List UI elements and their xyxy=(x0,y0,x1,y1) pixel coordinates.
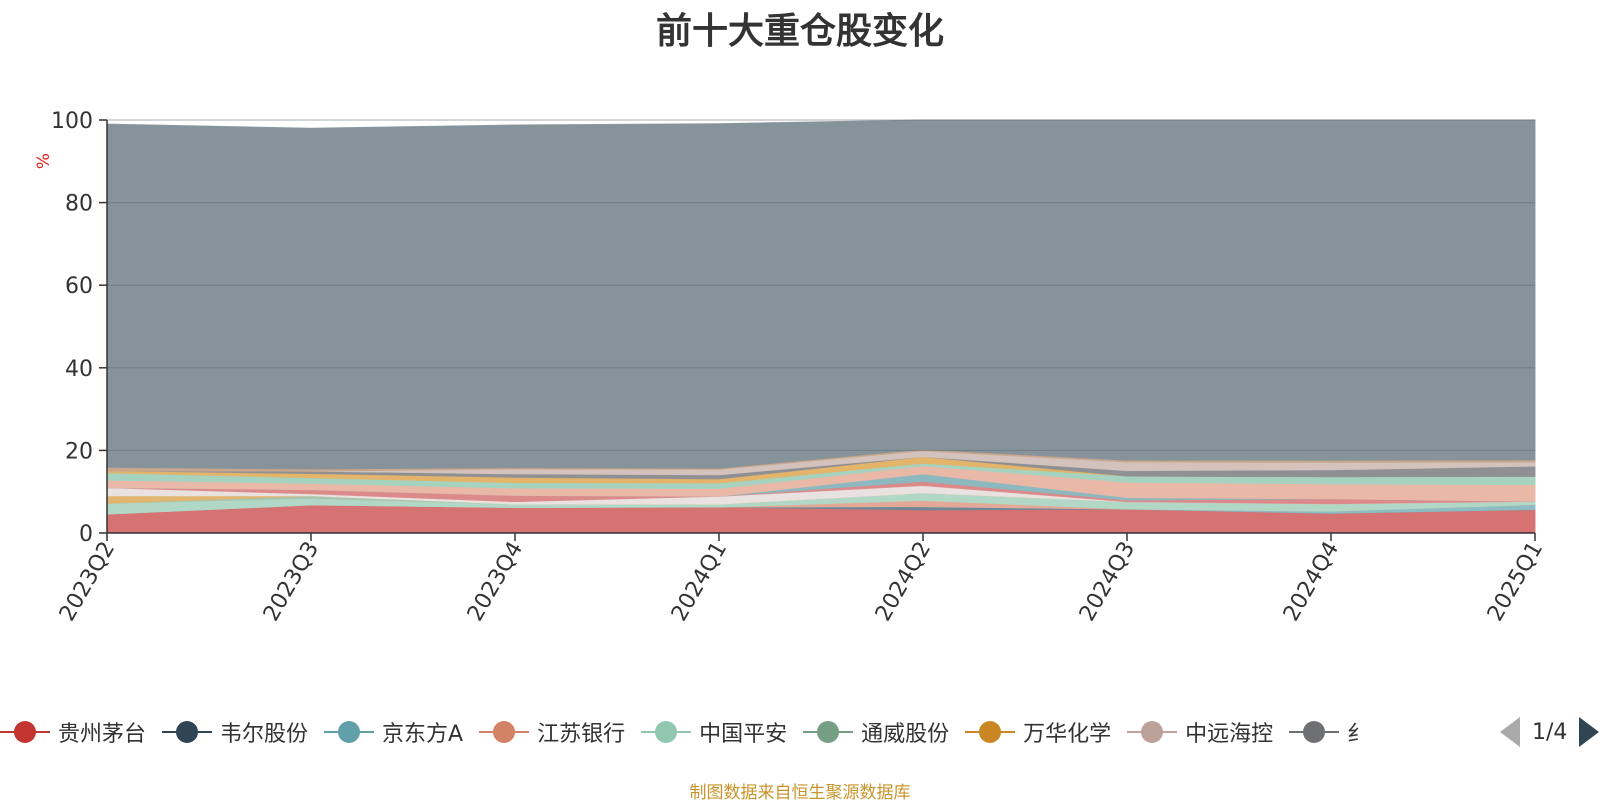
legend-marker-icon xyxy=(1289,719,1340,745)
y-tick-label: 20 xyxy=(65,439,93,464)
y-tick-label: 80 xyxy=(65,192,93,217)
legend-item[interactable]: 江苏银行 xyxy=(479,716,625,748)
legend-marker-icon xyxy=(162,719,213,745)
legend-marker-icon xyxy=(479,719,530,745)
legend-next-page-icon[interactable] xyxy=(1579,717,1600,747)
chart-title: 前十大重仓股变化 xyxy=(655,11,944,52)
legend-row: 贵州茅台 韦尔股份 京东方A 江苏银行 中国平安 通威股份 万华化学 中远海控 纟 xyxy=(0,712,1480,752)
legend-label: 江苏银行 xyxy=(537,722,626,747)
legend-label: 万华化学 xyxy=(1023,722,1112,747)
area-series-17 xyxy=(106,119,1536,470)
legend-label: 贵州茅台 xyxy=(58,722,147,747)
legend-item[interactable]: 京东方A xyxy=(324,716,463,748)
legend-item[interactable]: 中远海控 xyxy=(1127,716,1273,748)
legend-item[interactable]: 万华化学 xyxy=(965,716,1111,748)
legend-label: 中远海控 xyxy=(1185,722,1274,747)
x-tick-label: 2024Q3 xyxy=(1075,538,1140,626)
y-tick-label: 40 xyxy=(65,357,93,382)
legend-marker-icon xyxy=(0,719,50,745)
area-layer xyxy=(106,119,1536,534)
y-axis-unit-label: % xyxy=(34,153,54,169)
legend-label: 京东方A xyxy=(382,722,464,747)
x-tick-label: 2024Q4 xyxy=(1279,538,1344,626)
legend-marker-icon xyxy=(803,719,854,745)
grid-layer xyxy=(107,119,1535,451)
legend: 贵州茅台 韦尔股份 京东方A 江苏银行 中国平安 通威股份 万华化学 中远海控 纟 1/4 xyxy=(0,712,1600,752)
legend-label: 中国平安 xyxy=(699,722,788,747)
x-tick-label: 2024Q2 xyxy=(871,538,936,626)
legend-item[interactable]: 纟 xyxy=(1289,716,1369,748)
legend-marker-icon xyxy=(965,719,1016,745)
legend-item[interactable]: 通威股份 xyxy=(803,716,949,748)
legend-label: 韦尔股份 xyxy=(220,722,309,747)
legend-marker-icon xyxy=(641,719,692,745)
legend-item[interactable]: 贵州茅台 xyxy=(0,716,146,748)
y-tick-label: 0 xyxy=(79,522,93,547)
legend-prev-page-icon[interactable] xyxy=(1500,717,1520,747)
legend-page-indicator: 1/4 xyxy=(1532,719,1568,745)
legend-item[interactable]: 中国平安 xyxy=(641,716,787,748)
source-note: 制图数据来自恒生聚源数据库 xyxy=(689,783,911,803)
x-tick-label: 2024Q1 xyxy=(667,538,732,626)
legend-viewport: 贵州茅台 韦尔股份 京东方A 江苏银行 中国平安 通威股份 万华化学 中远海控 纟 xyxy=(0,712,1480,752)
y-tick-label: 60 xyxy=(65,274,93,299)
x-tick-label: 2023Q3 xyxy=(259,538,324,626)
legend-marker-icon xyxy=(1127,719,1178,745)
y-tick-label: 100 xyxy=(51,109,93,134)
legend-item[interactable]: 韦尔股份 xyxy=(162,716,308,748)
x-tick-label: 2023Q4 xyxy=(463,538,528,626)
x-tick-label: 2025Q1 xyxy=(1483,538,1548,626)
legend-label: 通威股份 xyxy=(861,722,950,747)
x-tick-label: 2023Q2 xyxy=(55,538,120,626)
legend-pager: 1/4 xyxy=(1500,712,1600,752)
legend-marker-icon xyxy=(324,719,375,745)
legend-label: 纟 xyxy=(1347,722,1370,747)
